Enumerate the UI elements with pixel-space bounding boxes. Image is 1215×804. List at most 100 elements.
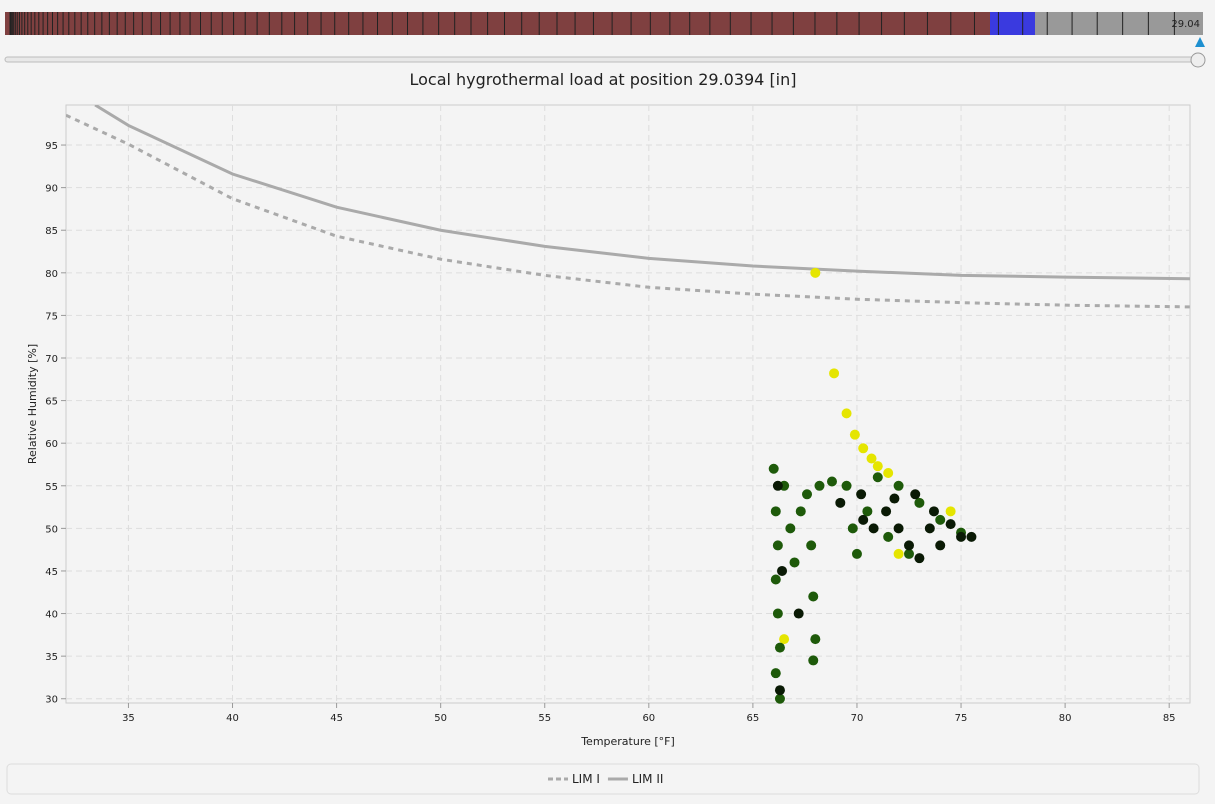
point [808,655,819,666]
point [829,368,840,379]
point [914,553,925,564]
point [772,540,783,551]
point [841,408,852,419]
y-tick-label: 65 [45,397,58,408]
y-tick-label: 50 [45,524,58,535]
legend-box [6,763,1200,795]
point [881,506,892,517]
point [945,506,956,517]
x-tick-label: 50 [434,713,447,724]
x-tick-label: 40 [226,713,239,724]
point [795,506,806,517]
x-tick-label: 35 [122,713,135,724]
point [889,493,900,504]
point [810,267,821,278]
legend-label: LIM II [632,772,663,786]
point [793,608,804,619]
point [935,514,946,525]
point [810,634,821,645]
point [956,531,967,542]
strip-blue [990,12,1035,35]
y-tick-label: 30 [45,695,58,706]
point [770,574,781,585]
point [868,523,879,534]
point [904,540,914,551]
y-tick-label: 40 [45,610,58,621]
legend-label: LIM I [572,772,600,786]
point [856,489,867,500]
point [910,489,921,500]
point [851,548,862,559]
position-strip [5,12,1203,35]
point [785,523,796,534]
strip-grey [1035,12,1203,35]
point [772,608,783,619]
x-tick-label: 60 [642,713,655,724]
point [945,519,956,530]
point [768,463,779,474]
point [774,642,785,653]
y-tick-label: 75 [45,311,58,322]
point [883,531,894,542]
point [779,634,790,645]
position-marker[interactable] [1195,37,1205,47]
point [770,668,781,679]
point [814,480,825,491]
point [862,506,873,517]
x-tick-label: 85 [1163,713,1176,724]
point [858,443,869,454]
point [872,472,883,483]
point [872,461,883,472]
y-tick-label: 90 [45,184,58,195]
point [935,540,946,551]
point [772,480,783,491]
x-tick-label: 80 [1059,713,1072,724]
limit-line [94,105,1190,281]
point [806,540,817,551]
point [841,480,852,491]
point [826,476,837,487]
x-tick-label: 75 [955,713,968,724]
point [893,548,904,559]
x-tick-label: 45 [330,713,343,724]
point [777,565,788,576]
point [849,429,860,440]
x-tick-label: 65 [747,713,760,724]
slider-track[interactable] [4,56,1201,63]
point [789,557,800,568]
point [893,523,904,534]
point [835,497,846,508]
y-axis-label: Relative Humidity [%] [26,344,39,464]
point [774,693,785,704]
y-tick-label: 60 [45,439,58,450]
point [847,523,858,534]
chart-title: Local hygrothermal load at position 29.0… [409,70,796,89]
point [866,453,877,464]
x-axis-label: Temperature [°F] [580,735,675,748]
point [883,468,894,478]
x-tick-label: 55 [538,713,551,724]
slider-value: 29.04 [1171,19,1200,30]
y-tick-label: 70 [45,354,58,365]
y-tick-label: 95 [45,141,58,152]
y-tick-label: 45 [45,567,58,578]
point [808,591,819,602]
point [770,506,781,517]
slider-thumb[interactable] [1190,52,1206,68]
point [774,685,785,696]
point [966,531,977,542]
point [802,489,813,500]
point [904,548,914,559]
point [924,523,935,534]
y-tick-label: 85 [45,226,58,237]
x-tick-label: 70 [851,713,864,724]
point [914,497,925,508]
y-tick-label: 35 [45,652,58,663]
y-tick-label: 55 [45,482,58,493]
point [928,506,939,517]
point [858,514,869,525]
plot-area [65,104,1191,704]
limit-line [66,113,1190,309]
